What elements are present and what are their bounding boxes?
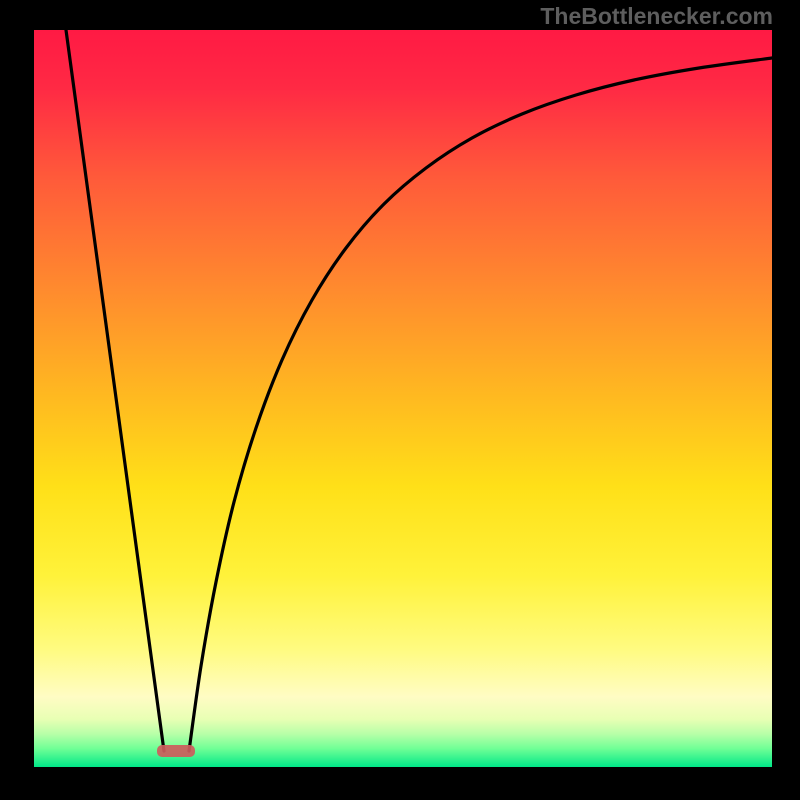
- chart-container: TheBottlenecker.com: [0, 0, 800, 800]
- curves-layer: [34, 30, 772, 767]
- plot-area: [34, 30, 772, 767]
- right-ascent-curve: [189, 58, 772, 751]
- optimum-marker: [157, 745, 195, 757]
- left-descent-line: [66, 30, 164, 751]
- attribution-text: TheBottlenecker.com: [540, 3, 773, 30]
